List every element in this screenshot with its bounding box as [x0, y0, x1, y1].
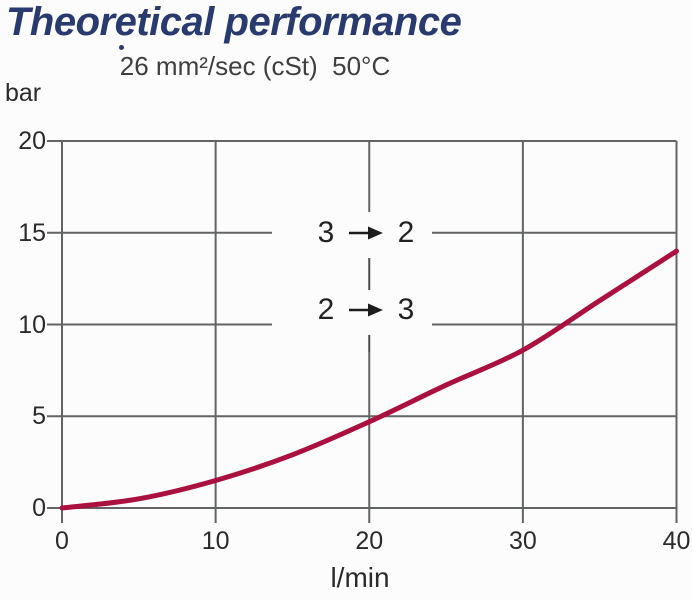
y-tick-label: 15 — [18, 218, 46, 247]
x-axis-unit-label: l/min — [330, 562, 390, 593]
title-diacritic-dot — [119, 45, 124, 50]
y-tick-label: 20 — [18, 127, 46, 155]
right-arrow-icon — [349, 303, 383, 317]
x-tick-label: 0 — [55, 527, 69, 555]
y-tick-label: 10 — [18, 310, 46, 339]
y-axis-unit-label: bar — [5, 79, 42, 107]
right-arrow-icon — [349, 226, 383, 240]
y-tick-label: 5 — [32, 402, 46, 431]
y-tick-label: 0 — [32, 494, 46, 522]
annotation-mask — [272, 212, 432, 352]
chart-title: Theoretical performance — [6, 0, 462, 44]
x-tick-label: 10 — [201, 527, 230, 555]
annotation-from-port: 3 — [317, 216, 335, 249]
x-tick-label: 40 — [662, 527, 691, 555]
x-tick-label: 20 — [355, 527, 384, 555]
pressure-drop-curve — [59, 248, 679, 511]
annotation-to-port: 3 — [397, 293, 415, 326]
annotation-from-port: 2 — [317, 293, 335, 326]
annotation-row-3-to-2: 3 2 — [315, 217, 417, 249]
chart-subtitle: 26 mm²/sec (cSt) 50°C — [119, 51, 391, 81]
annotation-row-2-to-3: 2 3 — [315, 294, 417, 326]
annotation-to-port: 2 — [397, 216, 415, 249]
x-tick-label: 30 — [508, 527, 537, 555]
